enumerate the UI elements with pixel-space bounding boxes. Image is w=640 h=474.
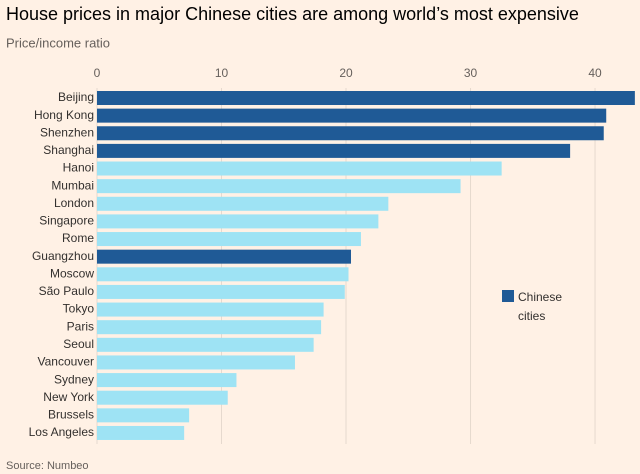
bar [97,408,190,423]
y-tick-label: Rome [62,231,94,245]
y-tick-label: Sydney [54,372,94,386]
bar [97,143,571,158]
x-tick-label: 0 [94,66,101,80]
y-tick-label: Singapore [39,214,94,228]
y-tick-label: New York [43,390,95,404]
x-tick-label: 20 [339,66,353,80]
x-tick-label: 10 [215,66,229,80]
bar [97,425,185,440]
bar [97,108,607,123]
bar [97,284,345,299]
y-tick-label: São Paulo [39,284,95,298]
bar [97,161,502,176]
y-tick-label: Shenzhen [40,125,94,139]
bar [97,373,237,388]
y-tick-label: Los Angeles [29,425,94,439]
bar [97,320,322,335]
bar [97,390,228,405]
legend-swatch [502,290,514,302]
bar [97,267,349,282]
y-tick-label: Hong Kong [34,108,94,122]
source: Source: Numbeo [6,460,89,472]
chart-title: House prices in major Chinese cities are… [6,4,579,24]
y-tick-label: Beijing [58,90,94,104]
x-tick-label: 40 [588,66,602,80]
y-tick-label: Vancouver [38,355,94,369]
y-tick-label: Hanoi [63,161,94,175]
y-tick-label: Moscow [50,266,94,280]
bar [97,302,324,317]
y-tick-label: Mumbai [51,178,94,192]
bar [97,232,361,247]
y-tick-label: Brussels [48,408,94,422]
y-tick-label: Paris [67,319,94,333]
bar [97,126,604,141]
x-tick-label: 30 [464,66,478,80]
legend-label: Chinese cities [518,290,563,323]
bar [97,179,461,194]
bar [97,249,351,264]
y-tick-label: Tokyo [63,302,95,316]
y-tick-label: Seoul [63,337,94,351]
bar [97,214,379,229]
subtitle: Price/income ratio [6,35,110,50]
bar [97,355,295,370]
bar [97,196,389,211]
y-tick-label: Guangzhou [32,249,94,263]
y-tick-label: London [54,196,94,210]
bar [97,337,314,352]
bar [97,91,635,105]
y-tick-label: Shanghai [43,143,94,157]
